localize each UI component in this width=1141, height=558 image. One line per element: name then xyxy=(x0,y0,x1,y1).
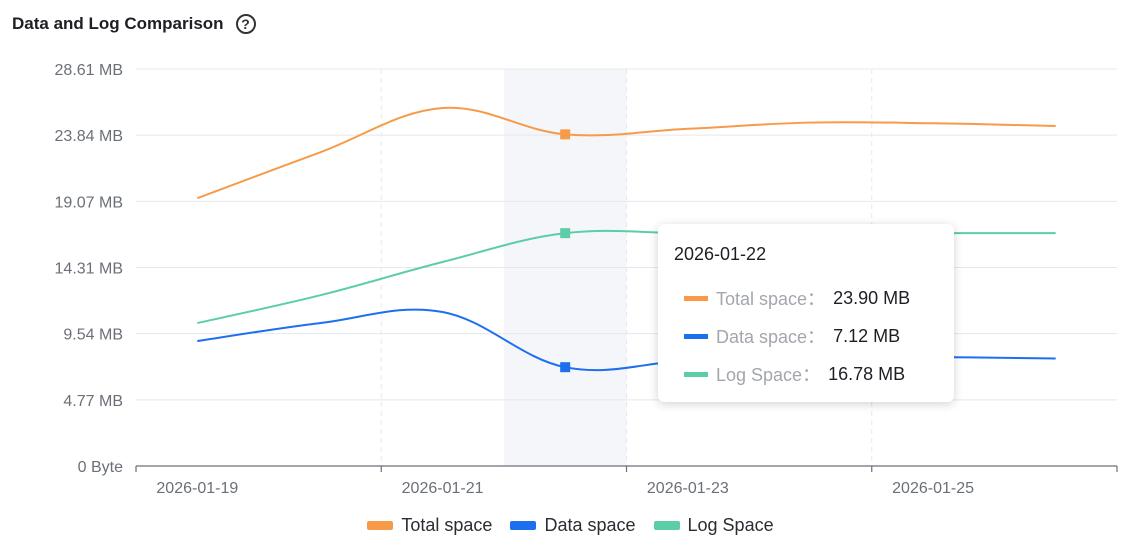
y-tick-label: 23.84 MB xyxy=(55,128,123,145)
legend-label: Total space xyxy=(401,515,493,535)
data-point-marker xyxy=(560,228,571,239)
legend-swatch-data xyxy=(510,521,537,530)
tooltip-value: 16.78 MB xyxy=(828,363,906,384)
tooltip-label: Data space： xyxy=(716,327,826,347)
tooltip-label: Log Space： xyxy=(716,365,821,385)
tooltip-row-data: Data space： 7.12 MB xyxy=(674,317,938,355)
tooltip-row-total: Total space： 23.90 MB xyxy=(674,279,938,317)
tooltip-swatch-total xyxy=(684,295,708,301)
tooltip-value: 23.90 MB xyxy=(833,287,911,308)
x-tick-label: 2026-01-21 xyxy=(402,480,484,497)
x-tick-label: 2026-01-25 xyxy=(892,480,974,497)
tooltip-value: 7.12 MB xyxy=(833,325,901,346)
line-chart[interactable]: 0 Byte 4.77 MB 9.54 MB 14.31 MB 19.07 MB 23.8… xyxy=(0,0,1141,510)
legend-swatch-log xyxy=(653,521,680,530)
data-point-marker xyxy=(560,362,571,373)
legend-item-data[interactable]: Data space xyxy=(510,515,636,536)
y-tick-label: 28.61 MB xyxy=(55,62,123,79)
help-icon[interactable]: ? xyxy=(235,14,256,34)
chart-title: Data and Log Comparison xyxy=(12,14,224,33)
y-tick-label: 4.77 MB xyxy=(63,393,123,410)
tooltip-date: 2026-01-22 xyxy=(674,244,767,264)
tooltip-swatch-data xyxy=(684,333,708,339)
tooltip-row-log: Log Space： 16.78 MB xyxy=(674,355,938,393)
y-tick-label: 9.54 MB xyxy=(63,327,123,344)
chart-tooltip: 2026-01-22 Total space： 23.90 MB Data sp… xyxy=(658,224,954,402)
y-tick-label: 0 Byte xyxy=(78,459,123,476)
legend-label: Data space xyxy=(544,515,636,535)
x-tick-label: 2026-01-19 xyxy=(156,480,238,497)
chart-header: Data and Log Comparison ? xyxy=(12,10,256,38)
y-tick-label: 14.31 MB xyxy=(55,261,123,278)
data-point-marker xyxy=(560,129,571,140)
legend-item-total[interactable]: Total space xyxy=(367,515,492,536)
legend-item-log[interactable]: Log Space xyxy=(653,515,774,536)
y-tick-label: 19.07 MB xyxy=(55,194,123,211)
tooltip-swatch-log xyxy=(684,371,708,377)
chart-legend: Total space Data space Log Space xyxy=(0,515,1141,536)
series-line-total xyxy=(196,106,1056,200)
legend-swatch-total xyxy=(367,521,394,530)
tooltip-label: Total space： xyxy=(716,289,826,309)
legend-label: Log Space xyxy=(687,515,774,535)
x-tick-label: 2026-01-23 xyxy=(647,480,729,497)
